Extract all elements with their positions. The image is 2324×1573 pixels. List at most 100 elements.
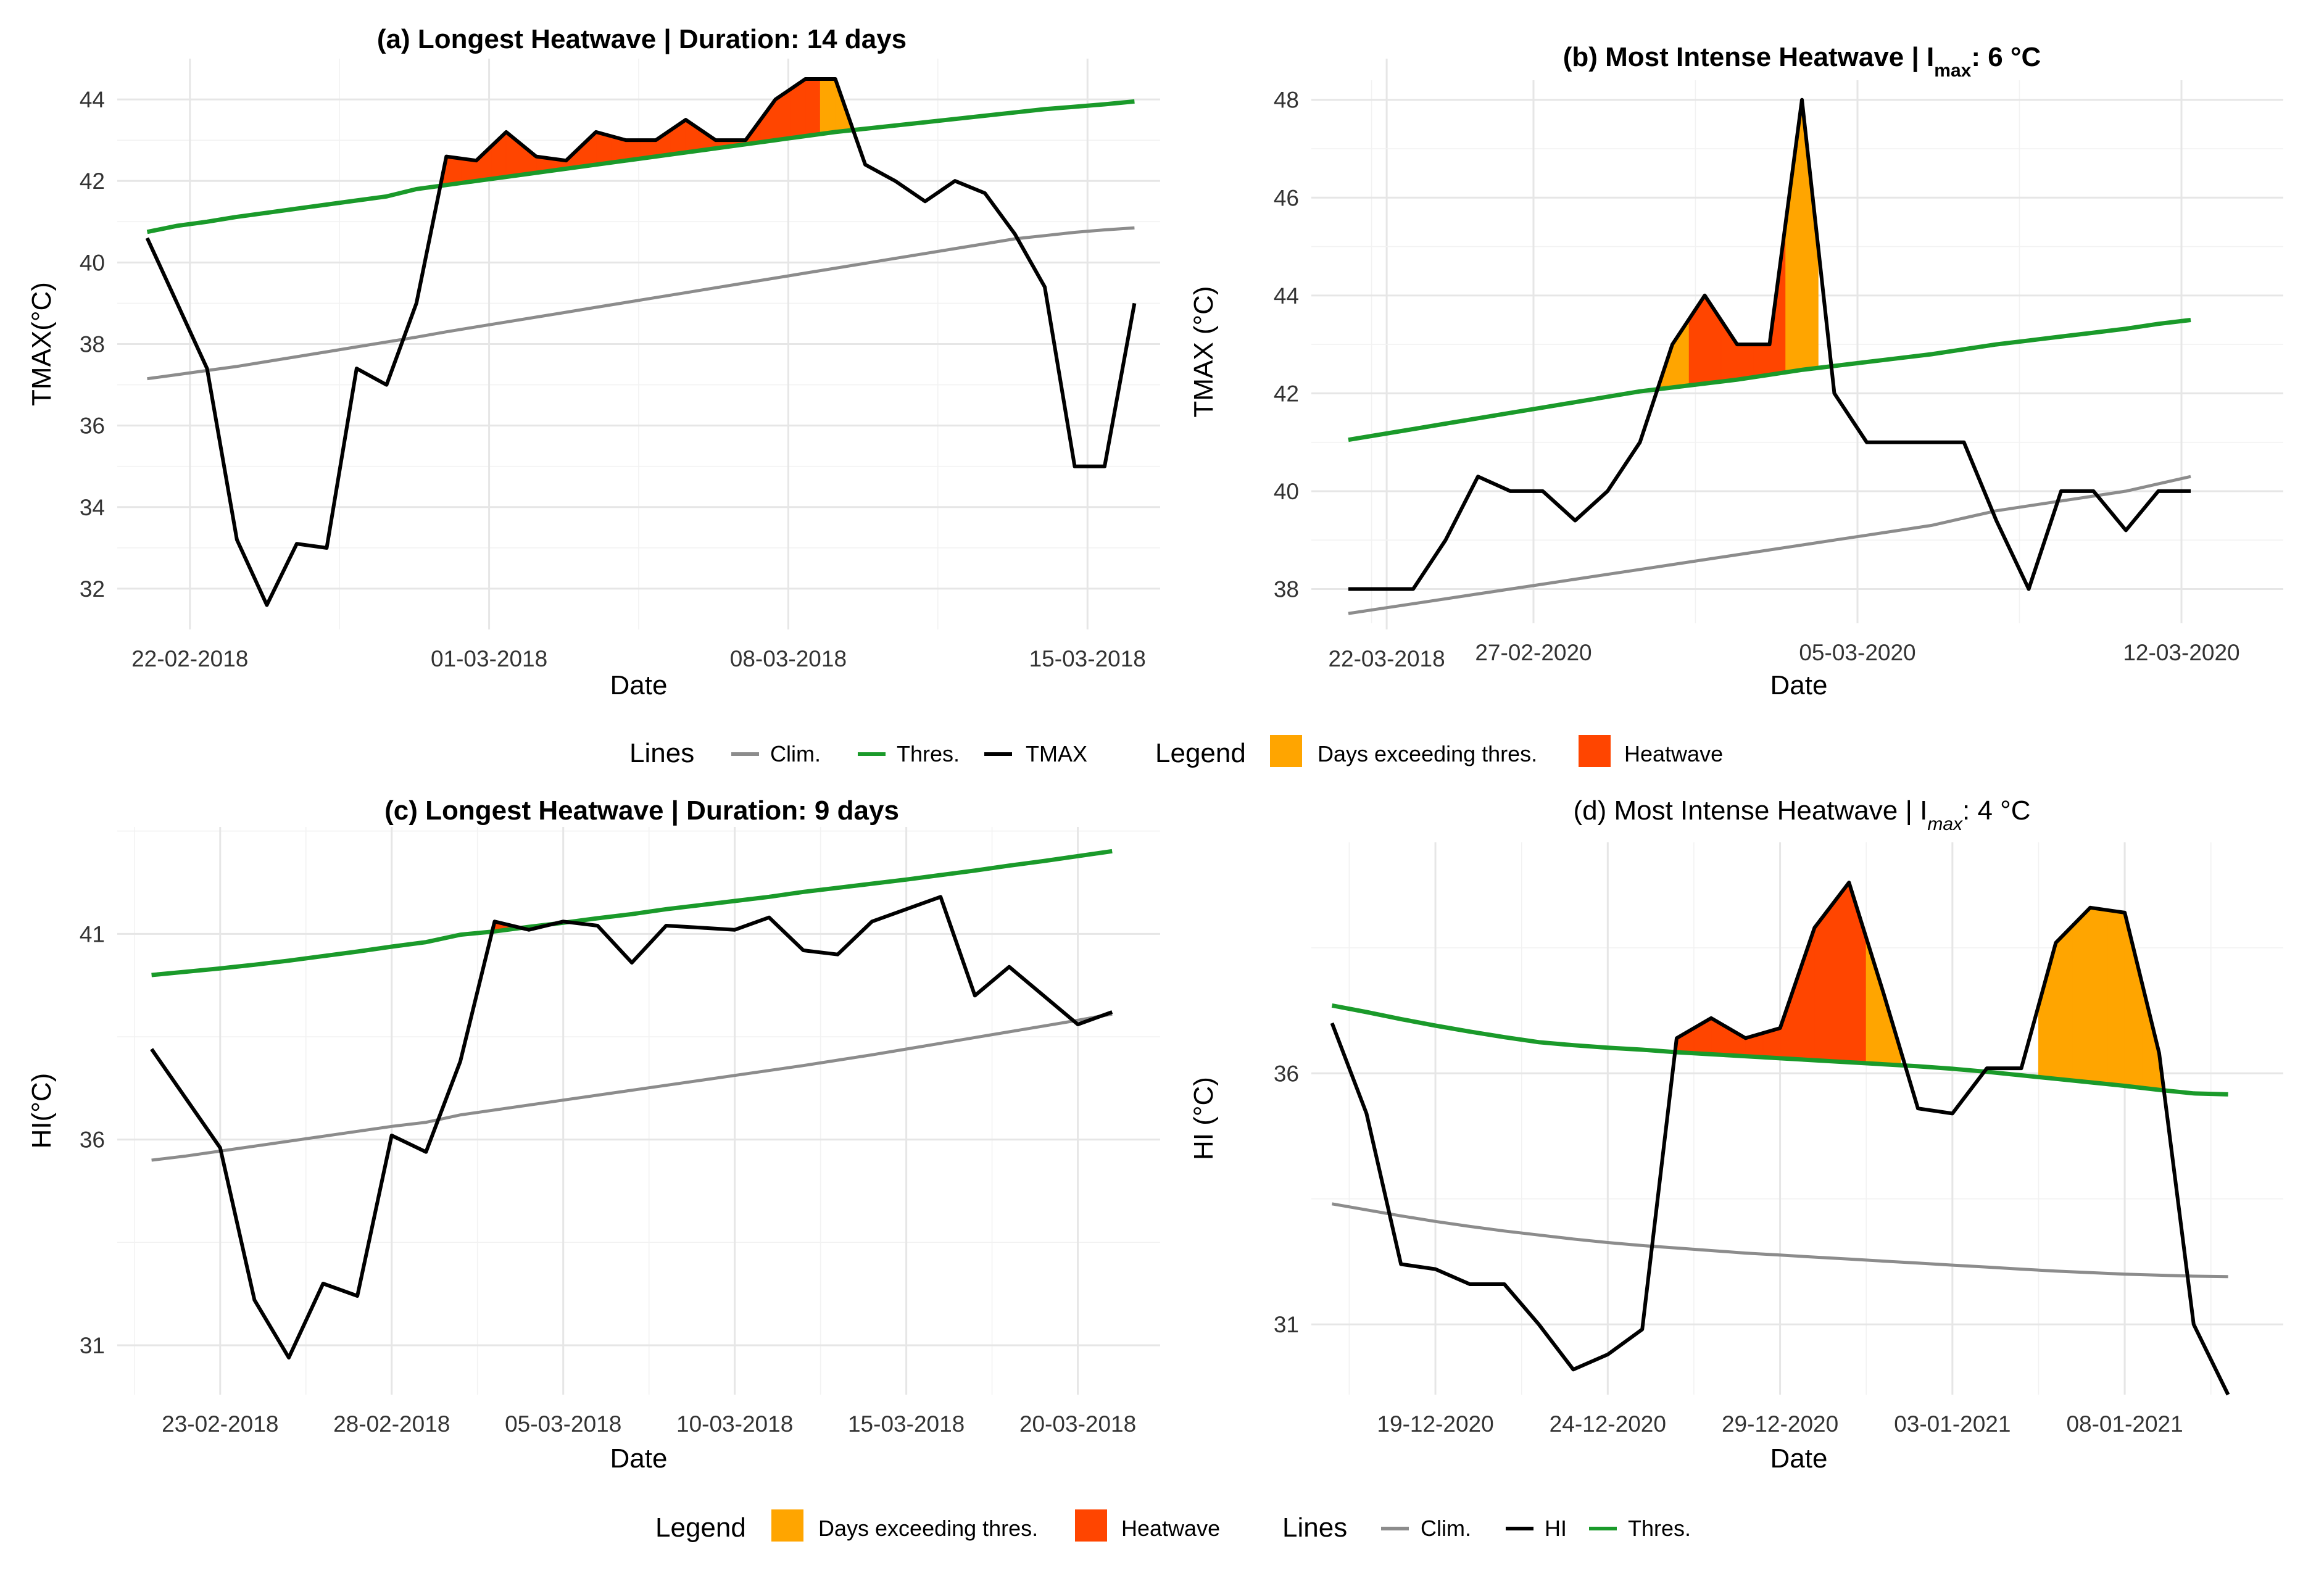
panel-a: 32 34 36 38 40 42 44 22-02-2018 01-03-2018 08-03-… xyxy=(27,24,1445,700)
legend-top: Lines Clim. Thres. TMAX Legend Days exce… xyxy=(629,735,1723,768)
panel-d: 31 36 19-12-2020 24-12-2020 29-12-2020 03-01-… xyxy=(1189,795,2283,1474)
x-tick-label: 15-03-2018 xyxy=(1029,646,1146,671)
chart-title-tail: : 4 °C xyxy=(1962,795,2031,826)
exceed-area xyxy=(2055,924,2073,1081)
legend-top-line-label-0: Clim. xyxy=(770,741,821,766)
y-tick-label: 44 xyxy=(1274,283,1299,309)
legend-bottom-fill-swatch-0 xyxy=(771,1509,803,1542)
legend-top-fill-swatch-0 xyxy=(1270,735,1302,767)
panel-c: 31 36 41 23-02-2018 28-02-2018 05-03-2018 10-0… xyxy=(27,795,1160,1474)
y-tick-label: 38 xyxy=(80,332,105,357)
legend-bottom-line-label-2: Thres. xyxy=(1628,1516,1691,1541)
exceed-area xyxy=(2124,912,2143,1089)
heatwave-area xyxy=(1814,904,1832,1062)
y-tick-label: 31 xyxy=(80,1333,105,1358)
exceed-area xyxy=(2107,910,2125,1087)
heatwave-area xyxy=(1753,344,1770,378)
x-tick-label: 28-02-2018 xyxy=(333,1411,450,1437)
legend-bottom-fill-label-1: Heatwave xyxy=(1121,1516,1220,1541)
x-tick-label: 10-03-2018 xyxy=(676,1411,793,1437)
chart-title-tail: : 6 °C xyxy=(1971,42,2041,72)
legend-top-line-label-1: Thres. xyxy=(897,741,960,766)
legend-bottom-line-label-0: Clim. xyxy=(1421,1516,1471,1541)
heatwave-area xyxy=(805,78,821,137)
x-tick-label: 19-12-2020 xyxy=(1377,1411,1493,1437)
legend-top-fill-label-0: Days exceeding thres. xyxy=(1318,741,1537,766)
legend-bottom-fill-title: Legend xyxy=(655,1513,746,1543)
chart-title: (d) Most Intense Heatwave | Imax: 4 °C xyxy=(1573,795,2030,834)
heatwave-area xyxy=(1737,344,1754,380)
y-tick-label: 38 xyxy=(1274,577,1299,602)
x-tick-label: 05-03-2020 xyxy=(1799,640,1915,665)
y-axis-label: TMAX(°C) xyxy=(27,282,57,406)
obs-line xyxy=(150,895,1113,1359)
heatwave-area xyxy=(446,156,462,186)
chart-title: (c) Longest Heatwave | Duration: 9 days xyxy=(384,795,899,826)
y-tick-label: 32 xyxy=(80,576,105,602)
x-tick-label: 03-01-2021 xyxy=(1894,1411,2011,1437)
chart-title-main: (a) Longest Heatwave | Duration: 14 days xyxy=(377,24,907,55)
x-axis-label: Date xyxy=(610,1443,668,1474)
x-axis-label: Date xyxy=(610,670,668,700)
y-tick-label: 36 xyxy=(80,413,105,439)
thres-line xyxy=(146,99,1135,234)
y-tick-label: 40 xyxy=(80,250,105,275)
x-tick-label: 05-03-2018 xyxy=(505,1411,621,1437)
y-tick-label: 42 xyxy=(1274,381,1299,406)
panel-b: 38 40 42 44 46 48 27-02-2020 05-03-2020 12-03-20… xyxy=(1189,42,2283,700)
legend-bottom-line-label-1: HI xyxy=(1545,1516,1567,1541)
x-tick-label: 27-02-2020 xyxy=(1475,640,1592,665)
exceed-area xyxy=(1865,937,1884,1065)
legend-bottom-fill-swatch-1 xyxy=(1075,1509,1107,1542)
y-tick-label: 40 xyxy=(1274,479,1299,504)
x-tick-label: 29-12-2020 xyxy=(1722,1411,1838,1437)
legend-top-fill-title: Legend xyxy=(1155,738,1246,768)
thres-line xyxy=(1331,1003,2228,1097)
y-tick-label: 44 xyxy=(80,87,105,112)
x-tick-label: 23-02-2018 xyxy=(162,1411,278,1437)
legend-bottom-fill-label-0: Days exceeding thres. xyxy=(818,1516,1038,1541)
heatwave-area xyxy=(1831,881,1849,1063)
exceed-area xyxy=(1785,99,1803,373)
x-tick-label: 08-01-2021 xyxy=(2066,1411,2183,1437)
legend-top-fill-label-1: Heatwave xyxy=(1624,741,1723,766)
y-tick-label: 36 xyxy=(1274,1061,1299,1086)
thres-line xyxy=(1348,318,2191,442)
y-tick-label: 42 xyxy=(80,168,105,194)
x-tick-label: 20-03-2018 xyxy=(1019,1411,1136,1437)
exceed-area xyxy=(2072,907,2091,1083)
chart-title-sub: max xyxy=(1934,60,1971,81)
clim-line xyxy=(1348,475,2191,615)
chart-title: (a) Longest Heatwave | Duration: 14 days xyxy=(377,24,907,55)
chart-title-main: (d) Most Intense Heatwave | I xyxy=(1573,795,1927,826)
chart-title: (b) Most Intense Heatwave | Imax: 6 °C xyxy=(1563,42,2041,81)
y-axis-label: TMAX (°C) xyxy=(1189,286,1219,417)
y-axis-label: HI(°C) xyxy=(27,1073,57,1149)
y-tick-label: 46 xyxy=(1274,185,1299,210)
y-tick-label: 41 xyxy=(80,921,105,947)
y-tick-label: 36 xyxy=(80,1127,105,1153)
clim-line xyxy=(147,226,1135,381)
y-axis-label: HI (°C) xyxy=(1189,1077,1219,1160)
chart-title-sub: max xyxy=(1927,814,1963,834)
chart-title-main: (b) Most Intense Heatwave | I xyxy=(1563,42,1935,73)
y-tick-label: 48 xyxy=(1274,88,1299,113)
legend-top-lines-title: Lines xyxy=(629,738,694,768)
legend-top-fill-swatch-1 xyxy=(1579,735,1611,767)
obs-line xyxy=(1348,98,2191,591)
legend-bottom-lines-title: Lines xyxy=(1282,1513,1347,1543)
clim-line xyxy=(151,1012,1113,1162)
obs-line xyxy=(145,77,1137,607)
y-tick-label: 31 xyxy=(1274,1312,1299,1337)
x-tick-label: 01-03-2018 xyxy=(431,646,547,671)
x-tick-label: 22-02-2018 xyxy=(131,646,248,671)
chart-title-main: (c) Longest Heatwave | Duration: 9 days xyxy=(384,795,899,826)
thres-line xyxy=(151,849,1113,977)
legend-top-line-label-2: TMAX xyxy=(1026,741,1087,766)
heatwave-area xyxy=(760,98,776,143)
y-tick-label: 34 xyxy=(80,495,105,520)
x-tick-label: 08-03-2018 xyxy=(730,646,847,671)
x-tick-label: 12-03-2020 xyxy=(2123,640,2239,665)
exceed-area xyxy=(2090,907,2108,1085)
